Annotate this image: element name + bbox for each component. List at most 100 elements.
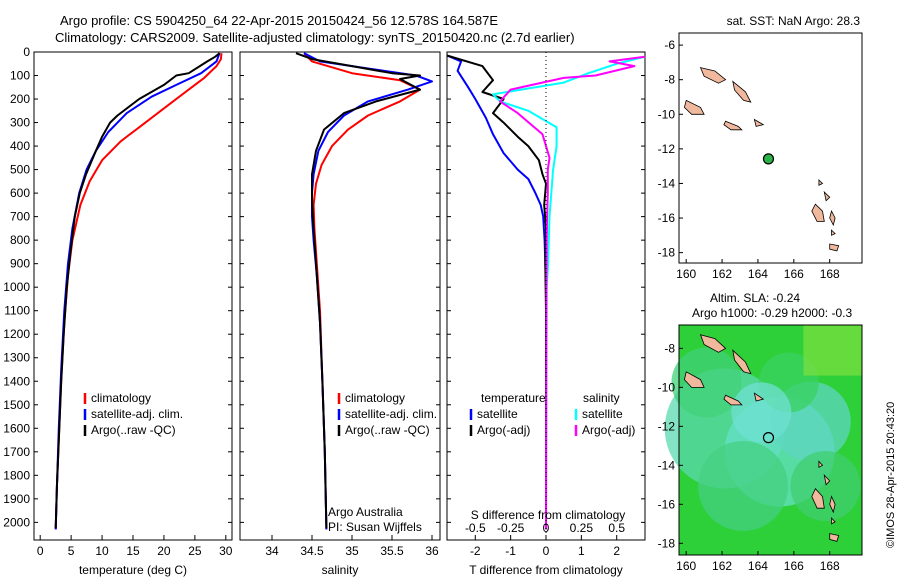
diff-legend-label-temp-satellite: satellite [477,407,518,421]
island-shape [829,243,840,252]
y-tick-label: 1300 [3,351,30,365]
sal_argo-profile-line [499,55,646,530]
y-tick-label: 0 [23,45,30,59]
x-tick-label: 34 [265,544,279,558]
figure-title-line1: Argo profile: CS 5904250_64 22-Apr-2015 … [60,13,498,28]
sla-anomaly-patch [671,347,742,418]
island-shape [811,203,825,222]
top-x-tick-label: -0.5 [465,521,486,535]
x-tick-label: 20 [157,544,171,558]
map-x-tick-label: 168 [820,267,840,281]
map-y-tick-label: -8 [664,341,675,355]
legend-label-argo: Argo(..raw -QC) [345,423,430,437]
y-tick-label: 200 [10,92,30,106]
map-x-tick-label: 164 [748,559,768,573]
top-x-tick-label: -0.25 [497,521,525,535]
plot-frame [33,51,233,541]
map-y-tick-label: -14 [658,176,676,190]
map-x-tick-label: 162 [712,559,732,573]
y-tick-label: 400 [10,139,30,153]
sst-map-title: sat. SST: NaN Argo: 28.3 [727,14,861,28]
map-y-tick-label: -10 [658,380,676,394]
x-tick-label: 30 [219,544,233,558]
annotation-line1: Argo Australia [328,505,403,519]
map-x-tick-label: 162 [712,267,732,281]
figure-title-line2: Climatology: CARS2009. Satellite-adjuste… [55,30,575,45]
island-shape [723,394,743,406]
x-tick-label: 36 [425,544,439,558]
copyright-label: ©IMOS 28-Apr-2015 20:43:20 [885,402,897,548]
island-shape [699,67,727,84]
island-shape [829,533,840,542]
x-axis-label: salinity [322,563,359,577]
difference-panel: -2 -1 0 1 2 T difference from climatology -0.5… [446,51,646,577]
map-y-tick-label: -18 [658,246,676,260]
island-shape [699,334,727,353]
y-tick-label: 1100 [4,304,30,318]
x-tick-label: -1 [505,544,516,558]
legend-label-argo: Argo(..raw -QC) [91,423,176,437]
y-tick-label: 1700 [3,445,30,459]
island-shape [823,473,831,486]
x-tick-label: 0 [543,544,550,558]
top-x-tick-label: 0.25 [570,521,594,535]
island-shape [811,487,825,509]
legend-label-satellite: satellite-adj. clim. [91,407,183,421]
y-tick-label: 2000 [3,515,30,529]
top-x-tick-label: 0.5 [608,521,625,535]
map-x-tick-label: 168 [820,559,840,573]
y-tick-label: 1200 [3,327,30,341]
sla-anomaly-patch [731,382,792,443]
island-shape [683,99,705,115]
y-tick-label: 500 [10,163,30,177]
y-tick-label: 600 [10,186,30,200]
x-tick-label: 34.5 [300,544,324,558]
island-shape [818,179,824,186]
island-shape [732,80,752,103]
legend-title-salinity: salinity [583,391,620,405]
sla-anomaly-patch [790,451,861,521]
map-y-tick-label: -18 [658,536,676,550]
y-tick-label: 700 [10,210,30,224]
map-y-tick-label: -16 [658,497,676,511]
legend-label-climatology: climatology [345,391,405,405]
legend-label-climatology: climatology [91,391,151,405]
x-tick-label: 2 [613,544,620,558]
y-tick-label: 100 [10,69,30,83]
map-frame [678,324,863,556]
float-position-marker [762,432,775,444]
sla-map-panel: 160 162 164 166 168 -8 -10 -12 -14 -16 -18 Altim. S… [658,291,863,573]
map-frame [678,32,863,264]
diff-legend-label-sal-satellite: satellite [582,407,623,421]
y-tick-label: 1800 [3,468,30,482]
island-shape [732,349,752,375]
map-y-tick-label: -6 [664,38,675,52]
y-tick-label: 1400 [3,374,30,388]
sla-map-title2: Argo h1000: -0.29 h2000: -0.3 [692,306,852,320]
island-shape [683,371,705,388]
x-tick-label: 0 [37,544,44,558]
sla-high-patch [803,325,862,376]
map-y-tick-label: -14 [658,458,676,472]
salinity-panel: 34 34.5 35 35.5 36 salinity climatology satelli… [239,51,441,577]
map-x-tick-label: 160 [676,559,696,573]
map-background [679,33,862,263]
satellite-profile-line [446,54,547,530]
temperature-panel: 0 5 10 15 20 25 30 temperature (deg C) 0 100 200 30… [3,45,233,577]
x-axis-label: temperature (deg C) [79,563,187,577]
map-y-tick-label: -16 [658,211,676,225]
map-x-tick-label: 166 [784,267,804,281]
map-y-tick-label: -10 [658,107,676,121]
y-tick-label: 900 [10,257,30,271]
island-shape [823,190,831,202]
y-tick-label: 300 [10,116,30,130]
x-tick-label: -2 [470,544,481,558]
diff-legend-label-sal-argo: Argo(-adj) [582,423,635,437]
top-x-tick-label: 0 [543,521,550,535]
map-x-tick-label: 164 [748,267,768,281]
x-tick-label: 35.5 [380,544,404,558]
y-tick-label: 1500 [3,398,30,412]
legend-title-temperature: temperature [481,391,546,405]
map-y-tick-label: -8 [664,73,675,87]
